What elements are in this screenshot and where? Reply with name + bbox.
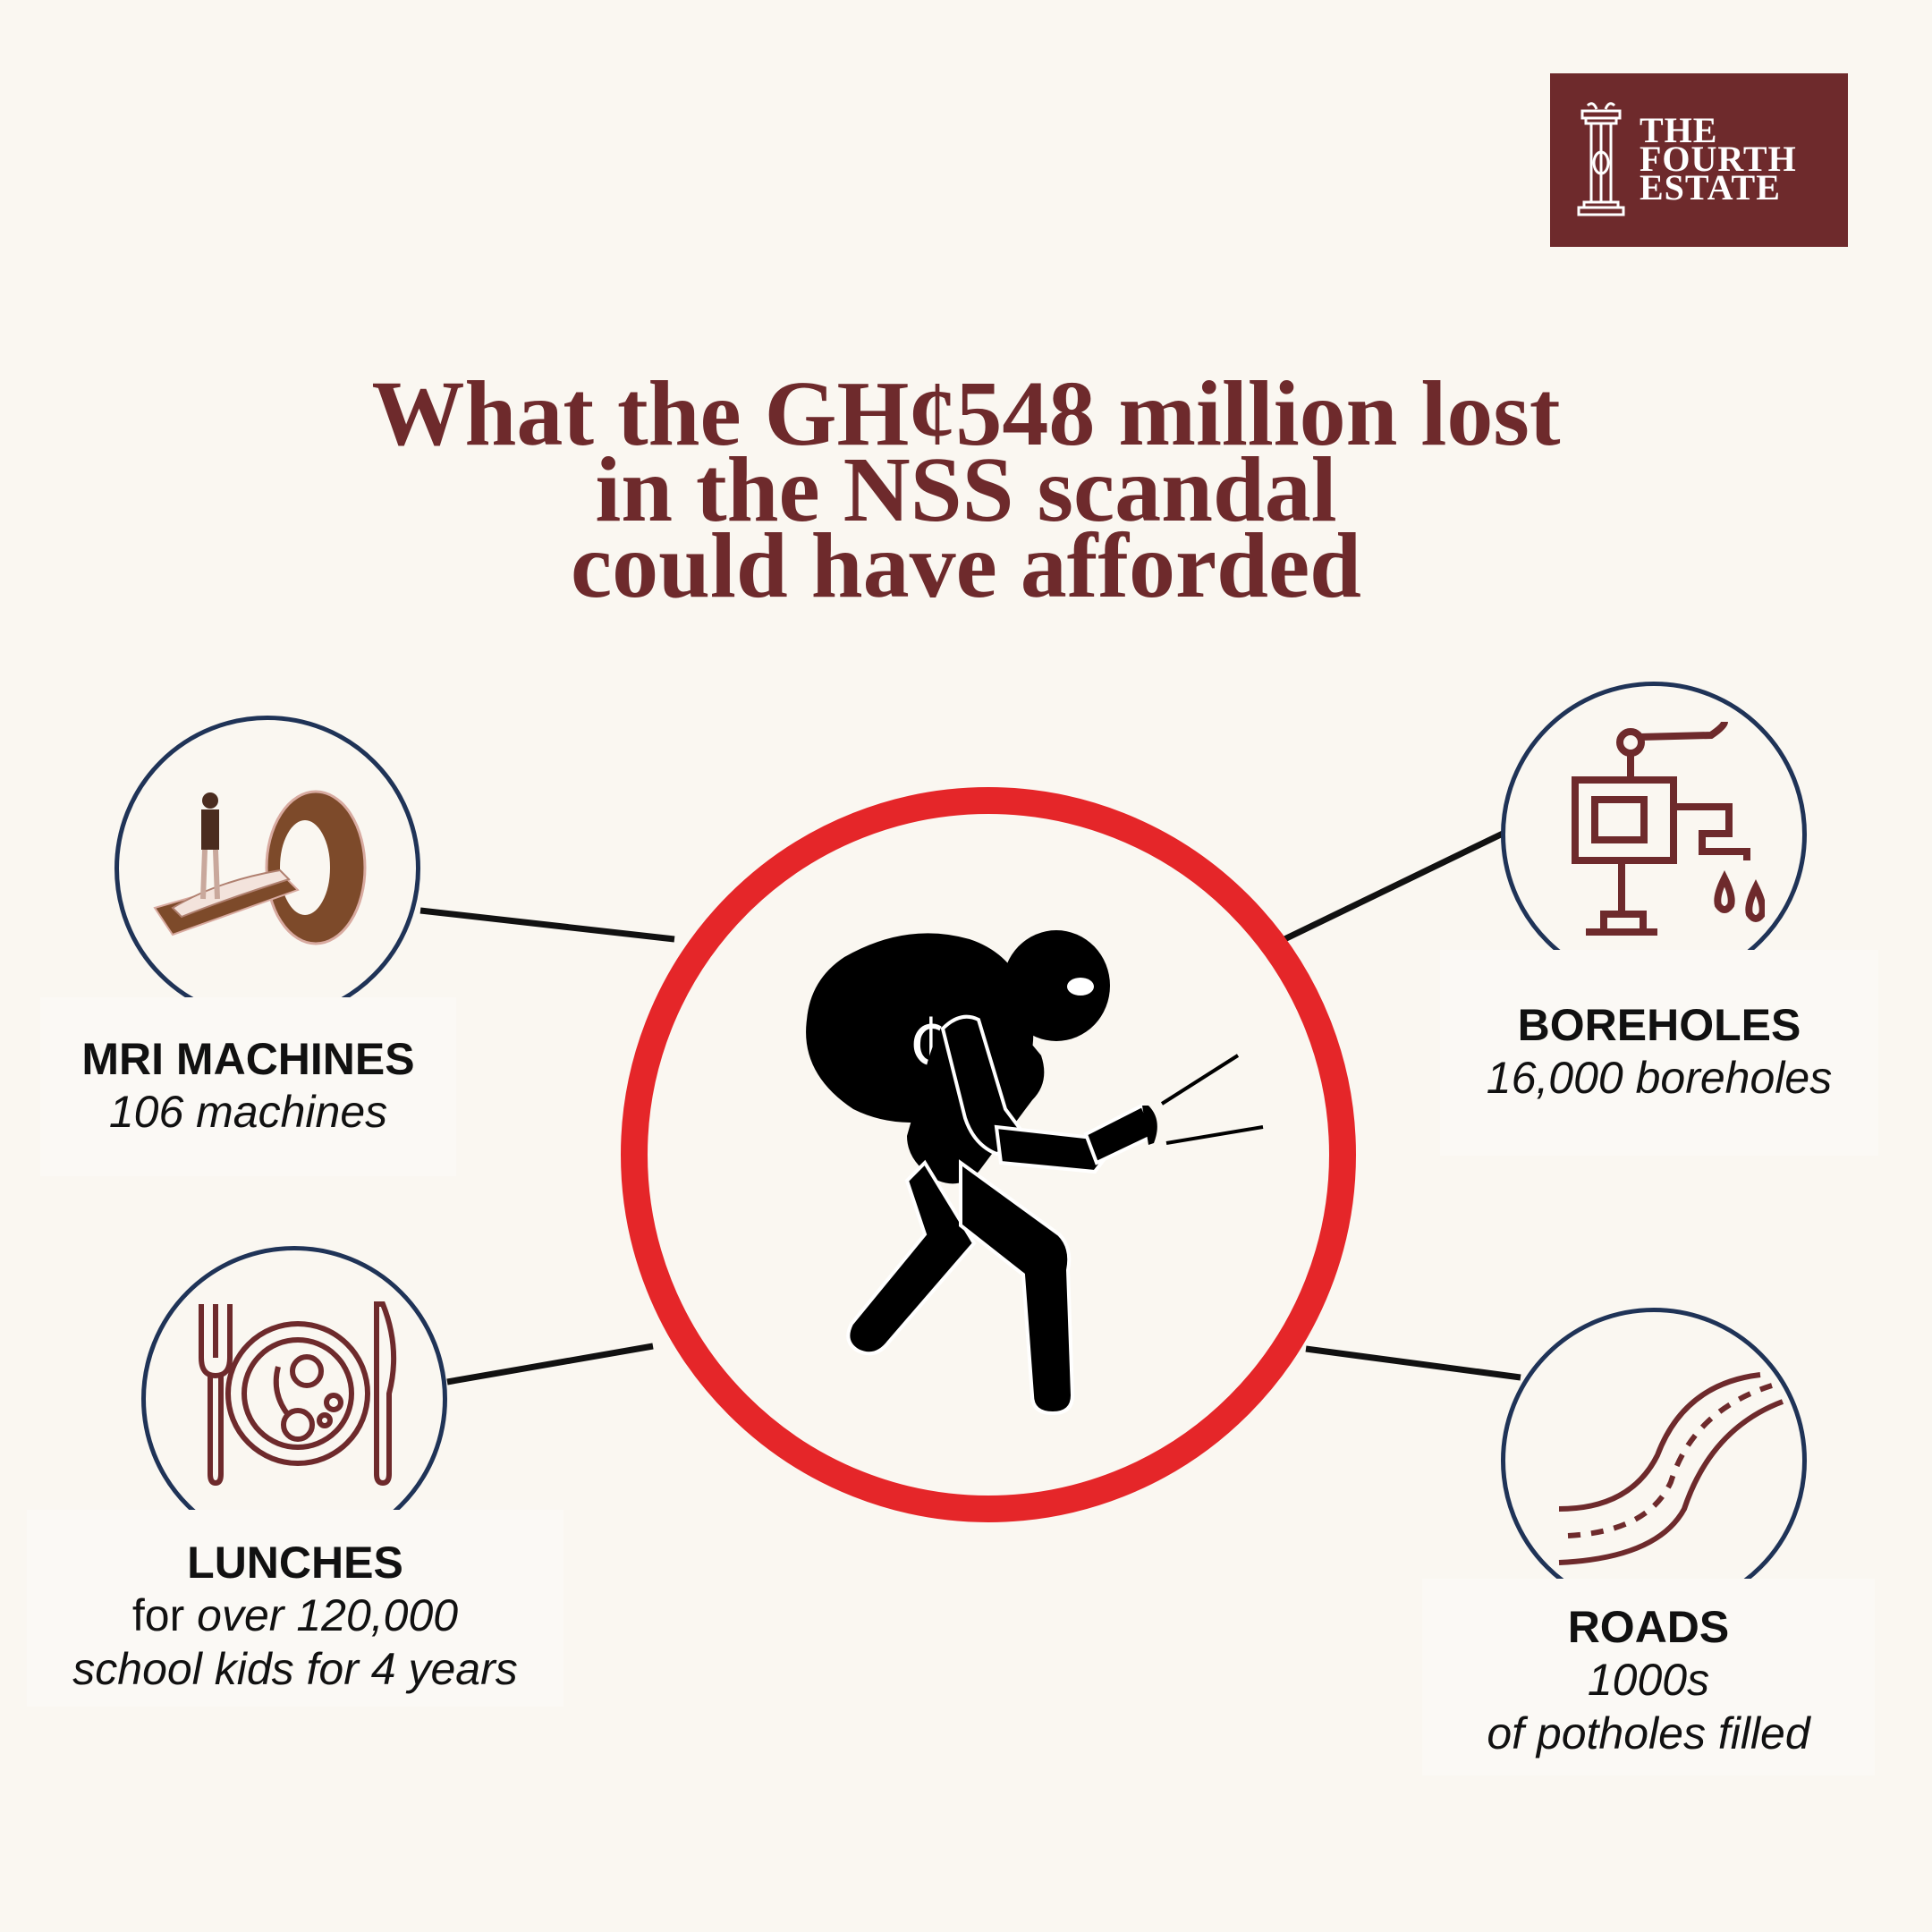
mri-icon-circle xyxy=(114,716,420,1021)
thief-icon: ₵ xyxy=(806,930,1264,1416)
water-pump-icon xyxy=(1572,721,1765,936)
lunches-detail-line-2: school kids for 4 years xyxy=(72,1644,518,1694)
connector-line-boreholes xyxy=(1279,830,1504,945)
center-ring: ₵ xyxy=(621,787,1356,1522)
roads-detail-line-2: of potholes filled xyxy=(1487,1708,1810,1758)
connector-line-roads xyxy=(1305,1345,1521,1381)
mri-label-box: MRI MACHINES 106 machines xyxy=(40,997,456,1176)
title-line-1: What the GH¢548 million lost xyxy=(371,362,1561,465)
mri-detail: 106 machines xyxy=(108,1087,388,1137)
logo-line-estate: ESTATE xyxy=(1640,167,1781,208)
title-line-2: in the NSS scandal xyxy=(595,438,1337,541)
boreholes-detail: 16,000 boreholes xyxy=(1486,1053,1833,1103)
pillar-icon xyxy=(1577,102,1625,216)
roads-heading: ROADS xyxy=(1567,1602,1730,1652)
logo-line-fourth: FOURTH xyxy=(1640,139,1797,179)
title-line-3: could have afforded xyxy=(571,514,1361,617)
mri-heading: MRI MACHINES xyxy=(81,1034,415,1084)
boreholes-heading: BOREHOLES xyxy=(1517,1000,1801,1050)
lunches-heading: LUNCHES xyxy=(187,1538,403,1588)
lunches-detail-italic: over 120,000 xyxy=(197,1590,459,1640)
lunches-label-box: LUNCHES for over 120,000 school kids for… xyxy=(27,1510,564,1707)
boreholes-icon-circle xyxy=(1501,682,1807,987)
connector-line-lunches xyxy=(446,1343,654,1385)
roads-label-box: ROADS 1000s of potholes filled xyxy=(1422,1579,1875,1775)
plate-fork-knife-icon xyxy=(199,1301,397,1487)
mri-scanner-icon xyxy=(153,790,367,945)
logo-line-the: THE xyxy=(1640,110,1718,150)
page-title: What the GH¢548 million lost in the NSS … xyxy=(0,362,1932,617)
lunches-detail-line-1: for over 120,000 xyxy=(27,1589,564,1642)
roads-detail-line-1: 1000s xyxy=(1587,1655,1710,1705)
lunches-detail-plain: for xyxy=(131,1590,185,1640)
winding-road-icon xyxy=(1558,1372,1784,1565)
brand-logo: THE FOURTH ESTATE xyxy=(1550,73,1848,247)
roads-icon-circle xyxy=(1501,1308,1807,1614)
connector-line-mri xyxy=(419,907,675,943)
lunches-icon-circle xyxy=(141,1246,447,1552)
boreholes-label-box: BOREHOLES 16,000 boreholes xyxy=(1440,950,1878,1156)
